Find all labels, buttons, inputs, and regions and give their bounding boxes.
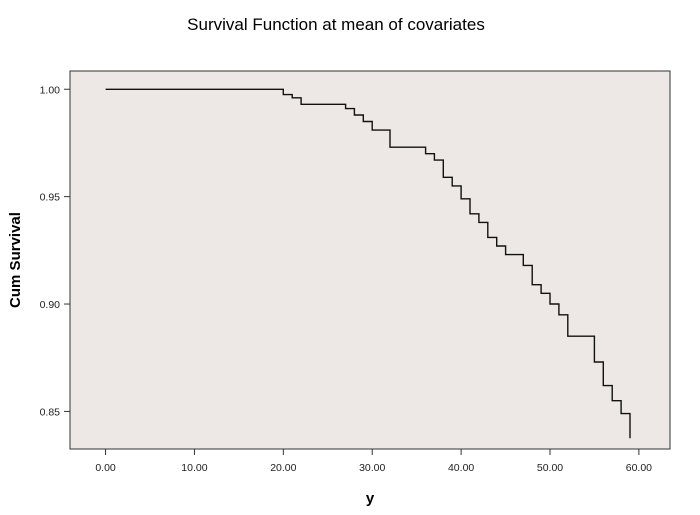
survival-step-line	[105, 88, 631, 439]
plot-area	[69, 70, 671, 450]
chart-title: Survival Function at mean of covariates	[187, 15, 485, 34]
y-tick-label: 1.00	[40, 84, 61, 96]
x-tick-label: 60.00	[626, 462, 652, 474]
x-axis: 0.00 10.00 20.00 30.00 40.00 50.00 60.00	[95, 449, 652, 474]
x-tick-label: 10.00	[181, 462, 207, 474]
y-axis-label: Cum Survival	[7, 212, 24, 308]
y-tick-label: 0.90	[40, 299, 61, 311]
y-tick-label: 0.95	[40, 192, 61, 204]
x-tick-label: 20.00	[270, 462, 296, 474]
x-axis-label: y	[366, 490, 375, 507]
y-tick-label: 0.85	[40, 406, 61, 418]
y-axis: 1.00 0.95 0.90 0.85	[40, 84, 70, 418]
x-tick-label: 0.00	[95, 462, 116, 474]
x-tick-label: 50.00	[537, 462, 563, 474]
x-tick-label: 40.00	[448, 462, 474, 474]
x-tick-label: 30.00	[359, 462, 385, 474]
